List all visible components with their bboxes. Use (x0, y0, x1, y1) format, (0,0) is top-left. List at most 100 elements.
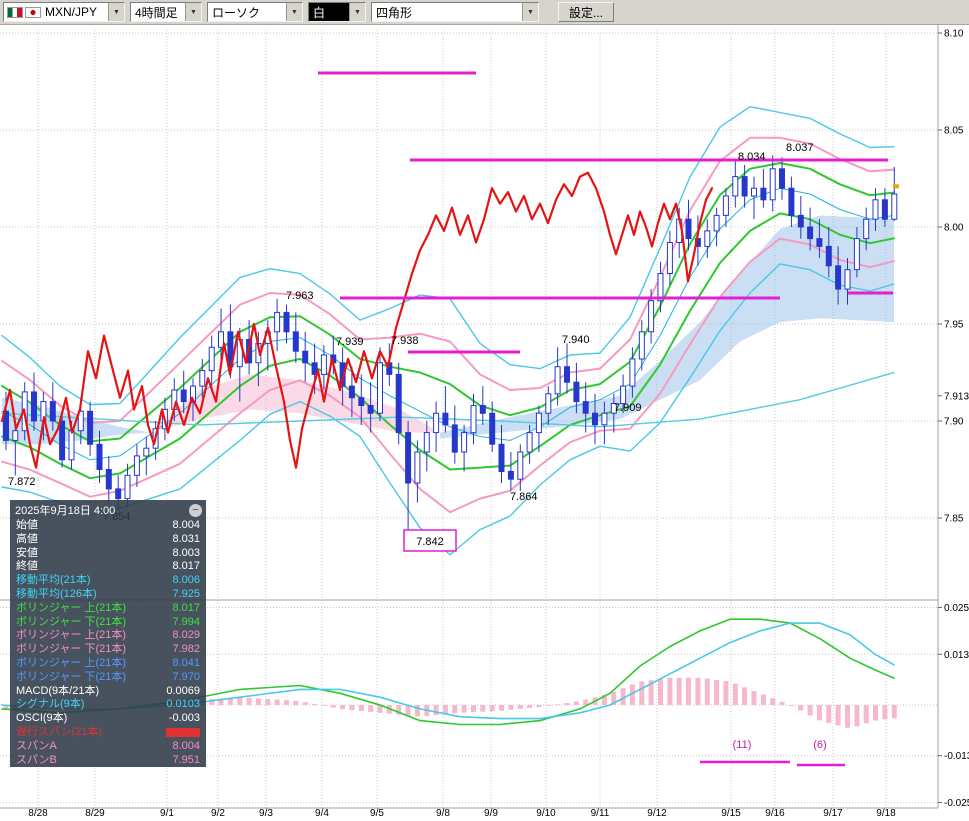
line-color-select[interactable]: 白 ▼ (308, 2, 366, 22)
chevron-down-icon[interactable]: ▼ (108, 3, 124, 21)
candle-body (377, 362, 383, 414)
price-annotation: 7.842 (416, 536, 444, 548)
date-axis-label: 9/2 (211, 808, 225, 819)
macd-histogram-bar (442, 705, 448, 715)
candle-body (722, 195, 729, 216)
timeframe-select[interactable]: 4時間足 ▼ (130, 2, 202, 22)
macd-histogram-bar (330, 705, 336, 708)
chevron-down-icon[interactable]: ▼ (349, 3, 365, 21)
candle-body (844, 269, 851, 290)
candle-body (863, 218, 870, 240)
pair-flags (4, 6, 41, 18)
indicator-value: 0.0069 (166, 684, 200, 697)
price-annotation: 7.864 (510, 491, 538, 503)
macd-histogram-bar (480, 705, 486, 712)
candle-body (105, 469, 112, 490)
ichimoku-cloud (440, 215, 894, 439)
candle-body (751, 187, 757, 197)
candle-body (704, 230, 711, 247)
macd-histogram-bar (611, 691, 617, 705)
indicator-label: ボリンジャー 上(21本) (16, 656, 127, 669)
bollinger-upper-2sigma (1, 136, 895, 424)
macd-histogram-bar (732, 683, 738, 705)
candle-body (610, 403, 617, 414)
indicator-label: シグナル(9本) (16, 698, 85, 711)
timeframe-label: 4時間足 (135, 5, 178, 20)
date-axis-label: 9/5 (370, 808, 384, 819)
info-panel-row: ボリンジャー 上(21本) 8.041 (10, 657, 206, 671)
candle-body (283, 311, 290, 333)
indicator-label: スパンA (16, 739, 57, 752)
date-axis-label: 9/12 (647, 808, 667, 819)
candle-body (788, 187, 795, 216)
candle-body (470, 405, 477, 434)
date-axis-label: 9/1 (160, 808, 174, 819)
indicator-info-panel: 2025年9月18日 4:00 − 始値 8.004 高値 8.031 安値 8.003 終… (10, 500, 206, 768)
candle-body (433, 412, 440, 434)
macd-histogram-bar (246, 697, 252, 705)
candle-body (479, 405, 486, 414)
currency-pair-select[interactable]: MXN/JPY ▼ (3, 2, 125, 22)
macd-histogram-bar (807, 705, 813, 716)
macd-histogram-bar (714, 679, 720, 705)
info-panel-row: ボリンジャー 下(21本) 7.994 (10, 616, 206, 630)
indicator-label: ボリンジャー 上(21本) (16, 629, 127, 642)
candle-body (620, 385, 627, 405)
candle-body (797, 214, 804, 228)
macd-histogram-bar (218, 698, 224, 705)
draw-shape-select[interactable]: 四角形 ▼ (371, 2, 539, 22)
indicator-label: スパンB (16, 753, 57, 766)
macd-histogram-bar (321, 705, 327, 706)
indicator-label: 終値 (16, 560, 38, 573)
info-panel-rows: 始値 8.004 高値 8.031 安値 8.003 終値 8.017 移動平均(21本) 8.0… (10, 519, 206, 767)
macd-histogram-bar (620, 688, 626, 705)
macd-histogram-bar (274, 699, 280, 705)
chart-area[interactable]: 7.8727.8547.9637.9397.9387.9407.9097.864… (0, 25, 969, 821)
info-panel-row: ボリンジャー 上(21本) 8.017 (10, 602, 206, 616)
indicator-label: MACD(9本/21本) (16, 684, 100, 697)
indicator-value: 8.003 (172, 546, 200, 559)
candle-body (498, 443, 505, 472)
minimize-button[interactable]: − (189, 503, 202, 517)
toolbar: MXN/JPY ▼ 4時間足 ▼ ローソク ▼ 白 ▼ 四角形 ▼ 設定... (0, 0, 969, 25)
macd-histogram-bar (3, 705, 9, 709)
info-panel-row: 終値 8.017 (10, 560, 206, 574)
macd-histogram-bar (658, 678, 663, 705)
indicator-label: 移動平均(21本) (16, 574, 91, 587)
settings-button[interactable]: 設定... (558, 2, 615, 22)
indicator-value: 8.004 (172, 519, 200, 531)
currency-pair-label: MXN/JPY (45, 5, 98, 19)
info-panel-datetime: 2025年9月18日 4:00 (15, 505, 116, 517)
chart-type-select[interactable]: ローソク ▼ (207, 2, 303, 22)
macd-histogram-bar (779, 701, 785, 705)
price-annotation: 7.940 (562, 334, 590, 346)
price-axis-label: 7.90 (944, 417, 964, 428)
macd-histogram-bar (770, 698, 776, 705)
macd-histogram-bar (788, 705, 794, 706)
date-axis-label: 9/8 (436, 808, 450, 819)
candle-body (713, 214, 720, 232)
date-axis-label: 9/3 (259, 808, 273, 819)
macd-histogram-bar (564, 703, 570, 705)
indicator-value: -0.003 (168, 712, 200, 725)
chevron-down-icon[interactable]: ▼ (286, 3, 302, 21)
macd-histogram-bar (368, 705, 374, 712)
indicator-value: 8.041 (172, 656, 200, 669)
info-panel-row: MACD(9本/21本) 0.0069 (10, 685, 206, 699)
price-axis-label: 7.95 (944, 320, 964, 331)
indicator-label: ボリンジャー 下(21本) (16, 615, 127, 628)
info-panel-row: 高値 8.031 (10, 533, 206, 547)
macd-histogram-bar (863, 705, 869, 724)
macd-histogram-bar (209, 699, 215, 705)
candle-body (395, 373, 402, 434)
macd-histogram-bar (237, 697, 243, 705)
info-panel-header: 2025年9月18日 4:00 − (10, 500, 206, 519)
date-axis-label: 9/11 (591, 808, 610, 819)
macd-histogram-bar (760, 694, 766, 705)
chevron-down-icon[interactable]: ▼ (185, 3, 201, 21)
price-annotation-box[interactable] (403, 529, 457, 552)
macd-histogram-bar (302, 702, 308, 705)
date-axis-label: 8/29 (85, 808, 105, 819)
chevron-down-icon[interactable]: ▼ (522, 3, 538, 21)
candle-body (881, 199, 888, 220)
